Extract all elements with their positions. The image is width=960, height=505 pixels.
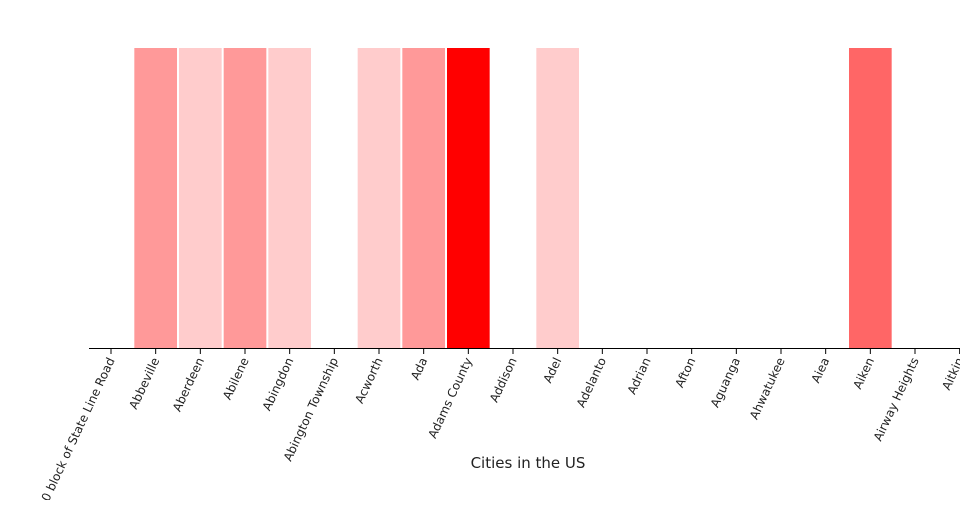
heatmap-cell (357, 48, 401, 348)
x-axis-title: Cities in the US (471, 454, 586, 472)
x-tick-label: Adel (541, 355, 565, 385)
heatmap-cell (804, 48, 847, 348)
heatmap-cell (89, 48, 133, 348)
x-tick-label: Ada (408, 355, 430, 382)
heatmap-cell (536, 48, 579, 348)
heatmap-cell (268, 48, 311, 348)
heatmap-cell (313, 48, 356, 348)
x-tick-label: Airway Heights (871, 355, 922, 443)
x-tick-label: Adelanto (574, 355, 609, 409)
x-tick-label: Acworth (352, 355, 385, 405)
heatmap-cell (402, 48, 445, 348)
x-tick-label: Aiea (809, 355, 833, 385)
x-tick-label: Afton (672, 355, 698, 389)
heatmap-cells (89, 48, 960, 348)
x-tick-label: 300 block of State Line Road (32, 355, 117, 500)
heatmap-cell (759, 48, 803, 348)
x-tick-label: Aguanga (708, 355, 743, 409)
x-tick-label: Aitkin (939, 355, 960, 392)
heatmap-cell (893, 48, 937, 348)
x-tick-label: Abingdon (260, 355, 297, 413)
x-tick-label: Addison (487, 355, 520, 404)
heatmap-cell (447, 48, 490, 348)
heatmap-cell (581, 48, 624, 348)
x-tick-label: Aberdeen (170, 355, 207, 413)
heatmap-cell (938, 48, 960, 348)
heatmap-cell (849, 48, 892, 348)
x-tick-label: Abilene (220, 355, 252, 402)
heatmap-cell (179, 48, 222, 348)
x-axis-ticks (110, 348, 960, 354)
x-tick-label: Abbeville (126, 355, 162, 411)
heatmap-cell (491, 48, 535, 348)
x-tick-label: Ahwatukee (747, 355, 788, 421)
heatmap-cell (625, 48, 669, 348)
x-tick-label: Adrian (625, 355, 654, 396)
heatmap-cell (134, 48, 177, 348)
x-axis-tick-labels: 300 block of State Line Road Abbeville Abe… (32, 355, 960, 505)
heatmap-cell (223, 48, 267, 348)
heatmap-cell (715, 48, 758, 348)
x-tick-label: Adams County (425, 355, 475, 440)
x-tick-label: Aiken (850, 355, 877, 391)
heatmap-cell (670, 48, 713, 348)
